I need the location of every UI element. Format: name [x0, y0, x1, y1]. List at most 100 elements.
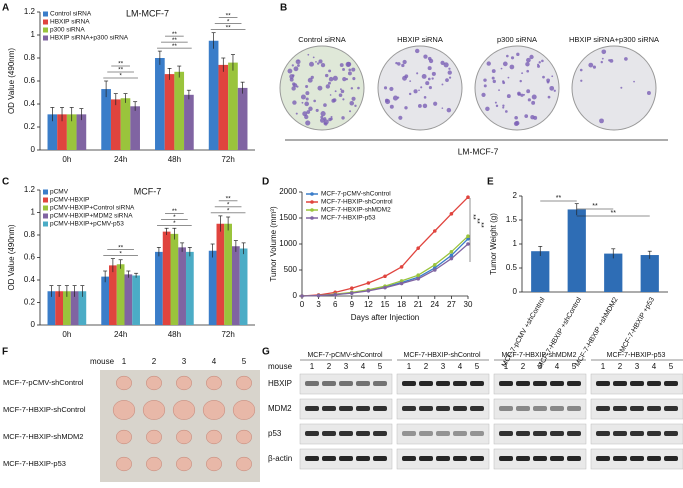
legend-marker — [310, 216, 314, 220]
group-label: MCF-7-HBXIP-shControl — [3, 405, 86, 414]
bar — [63, 291, 71, 325]
colony — [320, 62, 326, 68]
colony — [315, 108, 319, 112]
colony — [409, 80, 412, 82]
y-tick-label: 1 — [31, 30, 36, 39]
mouse-header: mouse — [90, 357, 115, 366]
y-tick-label: 0 — [513, 287, 518, 296]
point — [399, 279, 404, 283]
blot-band — [596, 406, 610, 411]
blot-band — [339, 381, 353, 386]
colony — [546, 80, 550, 84]
bar — [57, 114, 67, 150]
colony — [427, 66, 432, 71]
colony — [384, 98, 389, 103]
colony — [291, 86, 296, 91]
group-label: MCF-7-HBXIP-p53 — [3, 459, 66, 468]
colony — [624, 57, 628, 61]
colony — [446, 107, 452, 113]
blot-band — [664, 431, 678, 436]
colony — [320, 111, 326, 117]
condition-label: HBXIP siRNA+p300 siRNA — [569, 35, 659, 44]
colony — [304, 101, 310, 107]
blot-band — [533, 381, 547, 386]
y-axis-label: Tumor Volume (mm³) — [269, 206, 278, 282]
y-tick-label: 1.2 — [24, 185, 36, 194]
tumor — [172, 400, 196, 420]
significance-label: ** — [172, 31, 178, 38]
colony — [494, 101, 497, 104]
mouse-number: 1 — [601, 362, 606, 371]
mouse-number: 5 — [669, 362, 674, 371]
tumor — [232, 400, 256, 420]
significance-label: * — [173, 214, 176, 221]
bar — [237, 87, 248, 150]
colony — [502, 80, 505, 83]
colony — [427, 77, 431, 81]
x-tick-label: 0 — [300, 300, 305, 309]
legend-label: HBXIP siRNA — [50, 19, 90, 26]
bar — [185, 251, 194, 325]
y-axis-label: OD Value (490nm) — [7, 224, 16, 290]
protein-label: MDM2 — [268, 404, 292, 413]
colony — [600, 60, 603, 64]
bar — [164, 74, 175, 150]
tumor — [206, 375, 222, 391]
point — [350, 291, 354, 295]
blot-band — [567, 406, 581, 411]
blot-band — [550, 431, 564, 436]
bar — [640, 255, 659, 292]
legend-swatch — [43, 11, 48, 17]
tumor — [236, 456, 252, 472]
point — [466, 242, 470, 246]
colony — [521, 72, 524, 75]
bar — [76, 114, 87, 150]
y-tick-label: 0.6 — [24, 253, 36, 262]
blot-band — [596, 381, 610, 386]
blot-band — [613, 381, 627, 386]
colony — [330, 115, 333, 119]
colony — [312, 56, 315, 59]
x-tick-label: 6 — [333, 300, 338, 309]
blot-band — [499, 431, 513, 436]
colony — [342, 98, 345, 101]
colony — [325, 84, 331, 89]
significance-label: ** — [477, 222, 484, 228]
panel-label: D — [262, 177, 269, 188]
blot-band — [664, 456, 678, 461]
colony — [502, 106, 505, 109]
legend-swatch — [43, 189, 48, 195]
colony — [440, 60, 445, 65]
colony — [495, 104, 499, 108]
legend-marker — [310, 200, 314, 204]
blot-band — [339, 456, 353, 461]
colony — [418, 89, 420, 92]
blot-band — [470, 381, 484, 386]
point — [399, 265, 404, 269]
chart-title: MCF-7 — [134, 186, 162, 196]
significance-label: ** — [469, 214, 476, 220]
x-tick-label: 48h — [168, 155, 181, 164]
point — [416, 246, 421, 250]
colony — [599, 118, 604, 124]
colony — [445, 78, 449, 83]
colony — [547, 95, 551, 99]
colony — [531, 100, 536, 105]
bar — [170, 233, 179, 325]
cell-line-label: LM-MCF-7 — [458, 146, 499, 156]
colony — [620, 86, 623, 89]
significance-label: ** — [172, 43, 178, 50]
colony — [328, 81, 331, 85]
blot-band — [470, 431, 484, 436]
colony — [329, 94, 332, 96]
bar — [47, 114, 58, 150]
bar — [116, 264, 125, 325]
blot-band — [305, 456, 319, 461]
panel-label: E — [487, 177, 494, 188]
colony — [443, 62, 449, 68]
colony — [307, 77, 313, 83]
plate — [571, 45, 657, 131]
bar — [109, 265, 117, 325]
colony — [339, 63, 344, 67]
